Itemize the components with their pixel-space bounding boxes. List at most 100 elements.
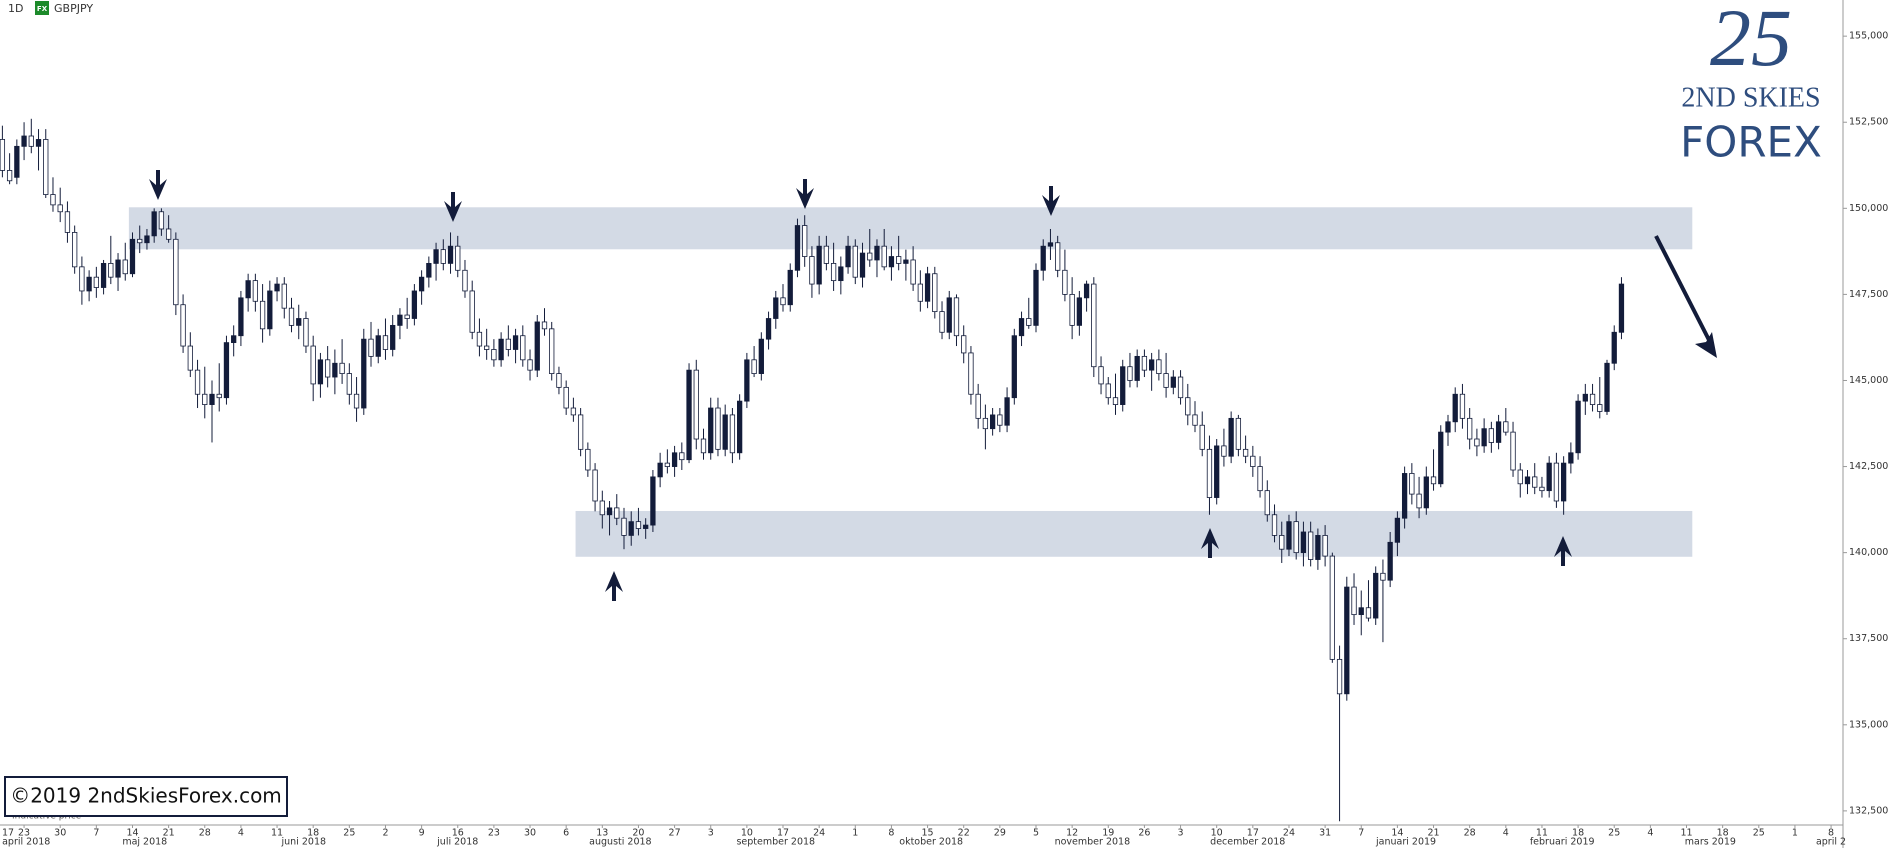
month-label: januari 2019: [1375, 837, 1436, 848]
candle-body: [621, 517, 627, 536]
candle-body: [1358, 607, 1364, 616]
candle-body: [1329, 555, 1335, 660]
down-arrow: [796, 179, 814, 209]
candle-body: [325, 359, 331, 378]
candle-body: [585, 448, 591, 471]
candle-body: [816, 245, 822, 285]
candle-body: [1214, 445, 1220, 498]
x-tick-label: 15: [922, 828, 934, 839]
candle-body: [1098, 366, 1104, 385]
candle-body: [144, 235, 150, 244]
candle-body: [1120, 366, 1126, 405]
interval: 1D: [8, 2, 23, 15]
x-tick-label: 14: [1391, 828, 1403, 839]
logo-mark: 25: [1710, 0, 1792, 83]
x-tick-label: 8: [1828, 828, 1834, 839]
down-arrow: [1042, 186, 1060, 216]
candle-body: [1452, 393, 1458, 423]
month-label: juni 2018: [281, 837, 327, 848]
candle-body: [1083, 283, 1090, 299]
y-tick-label: 132,500: [1849, 805, 1888, 816]
candle-body: [693, 369, 699, 440]
candle-body: [903, 259, 909, 264]
candle-body: [577, 414, 584, 450]
candle-body: [1546, 462, 1552, 492]
candle-body: [628, 521, 634, 536]
candle-body: [751, 359, 757, 374]
candle-body: [1517, 469, 1523, 485]
candle-body: [512, 335, 519, 350]
x-tick-label: 4: [1647, 828, 1653, 839]
candle-body: [932, 273, 938, 313]
candle-body: [72, 232, 78, 268]
month-label: december 2018: [1210, 837, 1285, 848]
candle-body: [1568, 452, 1574, 464]
candle-body: [1524, 476, 1531, 485]
x-tick-label: 18: [1717, 828, 1729, 839]
candle-body: [1286, 521, 1292, 550]
candle-body: [1055, 242, 1061, 271]
x-tick-label: 12: [1066, 828, 1078, 839]
candle-body: [1199, 424, 1205, 450]
candle-body: [1127, 366, 1133, 381]
candle-body: [1235, 417, 1242, 450]
logo-line2: FOREX: [1680, 118, 1822, 167]
candle-body: [447, 245, 454, 264]
x-tick-label: 21: [1427, 828, 1439, 839]
candle-body: [1618, 283, 1625, 333]
candle-body: [1351, 586, 1357, 616]
y-tick-label: 140,000: [1849, 547, 1888, 558]
candle-body: [679, 452, 685, 461]
badge: FX: [37, 5, 48, 13]
candle-body: [1047, 242, 1054, 247]
candle-body: [1474, 438, 1480, 447]
candle-body: [700, 438, 707, 454]
candle-body: [1589, 393, 1596, 405]
x-tick-label: 8: [888, 828, 894, 839]
candle-body: [686, 369, 692, 461]
candle-body: [1510, 431, 1516, 471]
copyright-box: [4, 776, 288, 817]
candle-body: [1365, 607, 1372, 619]
candle-body: [1271, 514, 1278, 536]
candle-body: [888, 256, 895, 268]
candle-body: [1112, 397, 1119, 405]
candle-body: [643, 524, 649, 529]
candle-body: [1560, 462, 1567, 502]
month-label: april 2: [1816, 837, 1846, 848]
candle-body: [100, 263, 107, 288]
candle-body: [606, 507, 613, 516]
candle-body: [274, 283, 280, 292]
x-tick-label: 11: [1680, 828, 1692, 839]
candle-body: [715, 407, 721, 450]
x-tick-label: 31: [1319, 828, 1331, 839]
candle-body: [165, 228, 172, 240]
candle-body: [418, 276, 425, 292]
x-tick-label: 17: [2, 828, 14, 839]
candle-body: [245, 280, 251, 299]
candle-body: [288, 307, 295, 326]
candle-body: [498, 338, 504, 361]
candle-body: [1488, 428, 1494, 443]
month-label: februari 2019: [1530, 837, 1595, 848]
candle-body: [1134, 355, 1140, 381]
candle-body: [1105, 383, 1111, 399]
candle-body: [223, 342, 230, 399]
candle-body: [79, 266, 85, 292]
x-tick-label: 29: [994, 828, 1006, 839]
x-tick-label: 5: [1033, 828, 1039, 839]
candle-body: [1011, 335, 1017, 399]
candle-body: [968, 352, 974, 395]
y-tick-label: 150,000: [1849, 203, 1888, 214]
x-tick-label: 25: [1753, 828, 1765, 839]
candle-body: [896, 256, 902, 264]
candle-body: [404, 314, 410, 319]
candle-body: [939, 311, 945, 333]
candle-body: [794, 225, 801, 271]
candle-body: [455, 245, 461, 271]
x-tick-label: 3: [1178, 828, 1184, 839]
month-label: mars 2019: [1685, 837, 1736, 848]
candle-body: [390, 324, 396, 350]
candle-body: [1293, 521, 1299, 554]
candle-body: [708, 407, 714, 454]
